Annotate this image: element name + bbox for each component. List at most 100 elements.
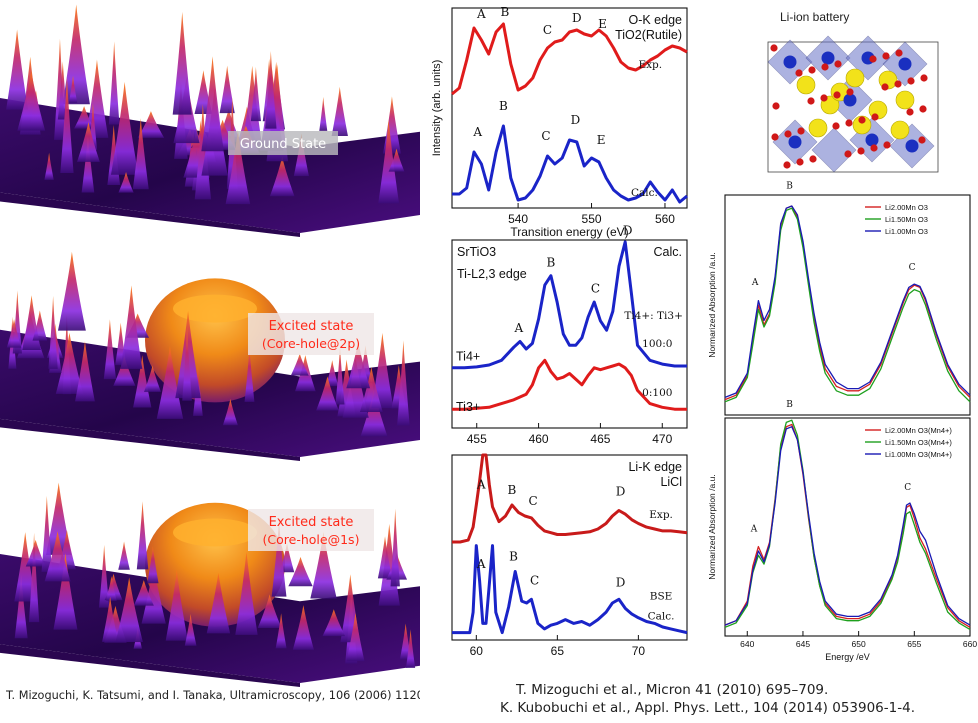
surface-peak — [346, 341, 371, 389]
oxygen-atom — [784, 130, 792, 138]
oxygen-atom — [858, 116, 866, 124]
oxygen-atom — [845, 119, 853, 127]
surface-peak — [77, 122, 100, 162]
surface-peak — [225, 130, 251, 205]
oxygen-atom — [920, 74, 928, 82]
peak-label: 0:100 — [642, 387, 672, 399]
peak-label: Exp. — [649, 509, 673, 521]
surface-peak — [156, 346, 184, 419]
manganese-atom — [843, 93, 857, 107]
surface-peak — [290, 353, 309, 376]
x-tick-label: 655 — [907, 639, 921, 649]
series-line — [451, 22, 688, 96]
y-axis-label: Normarized Absorption /a.u. — [707, 252, 717, 357]
surface-side — [0, 418, 300, 461]
series-line — [724, 205, 971, 399]
oxygen-atom — [869, 55, 877, 63]
oxygen-atom — [809, 155, 817, 163]
legend: Li2.00Mn O3(Mn4+) Li1.50Mn O3(Mn4+) Li1.00… — [865, 426, 952, 459]
plot-frame — [724, 417, 971, 637]
surface-peak — [14, 532, 37, 602]
series-line — [724, 419, 971, 631]
manganese-atom — [898, 57, 912, 71]
surface-peak — [14, 574, 28, 639]
surface-peak — [85, 59, 109, 138]
surface-peak — [219, 65, 235, 114]
surface-peak — [397, 340, 410, 426]
li-ion-battery-structure — [767, 35, 939, 173]
peak-label: E — [597, 133, 606, 147]
series-line — [452, 124, 688, 204]
surface-peak — [44, 152, 54, 180]
surface-peak — [184, 614, 197, 646]
manganese-atom — [783, 55, 797, 69]
peak-label: A — [751, 278, 759, 288]
oxygen-atom — [906, 108, 914, 116]
legend-entry: Li1.50Mn O3(Mn4+) — [885, 438, 952, 447]
state-label-box — [228, 131, 338, 155]
surface-peak — [133, 580, 154, 606]
surface-peak — [390, 508, 400, 587]
chart-subtitle: LiCl — [660, 475, 682, 489]
peak-label: B — [509, 549, 518, 563]
oxygen-atom — [795, 69, 803, 77]
x-tick-label: 470 — [652, 432, 672, 446]
peak-label: D — [616, 485, 626, 499]
surface-peak — [147, 546, 159, 584]
chart-title: O-K edge — [628, 13, 682, 27]
oxygen-atom — [771, 133, 779, 141]
surface-peak — [359, 366, 383, 412]
series-line — [724, 426, 971, 626]
surface-peak — [60, 76, 74, 173]
surface-peak — [292, 605, 314, 650]
chart-title: Li-K edge — [628, 460, 682, 474]
peak-label: D — [572, 11, 582, 25]
surface-peak — [108, 41, 120, 125]
oxygen-atom — [783, 161, 791, 169]
oxygen-atom — [846, 88, 854, 96]
series-line — [452, 240, 687, 370]
surface-peak — [288, 556, 313, 587]
legend: Li2.00Mn O3 Li1.50Mn O3 Li1.00Mn O3 — [865, 203, 928, 236]
x-tick-label: 60 — [470, 644, 484, 658]
surface-panel: Excited state (Core-hole@1s) — [0, 482, 420, 687]
state-label-sub: (Core-hole@1s) — [263, 532, 360, 547]
peak-label: E — [598, 17, 607, 31]
legend-entry: Li1.50Mn O3 — [885, 215, 928, 224]
surface-peak — [172, 11, 192, 115]
oxygen-atom — [883, 141, 891, 149]
surface-peak — [132, 118, 149, 190]
surface-peak — [118, 541, 130, 570]
peak-label: C — [543, 23, 552, 37]
oxygen-atom — [895, 49, 903, 57]
peak-label: C — [528, 494, 537, 508]
oxygen-atom — [881, 83, 889, 91]
chart-ti-l23: 455 460 465 470 A B C D Ti4+: Ti3+ 100:0 0:100 SrTi… — [451, 223, 688, 446]
oxygen-atom — [797, 127, 805, 135]
manganese-atom — [821, 51, 835, 65]
peak-label: A — [750, 524, 758, 534]
oxygen-atom — [770, 44, 778, 52]
unit-cell-frame — [767, 41, 939, 173]
series-line — [452, 358, 687, 411]
legend-entry: Li1.00Mn O3(Mn4+) — [885, 450, 952, 459]
surface-peak — [136, 501, 149, 570]
surface-peak — [322, 609, 346, 637]
oxygen-atom — [832, 122, 840, 130]
surface-peak — [98, 544, 110, 608]
surface-peak — [6, 319, 22, 348]
surface-panel: Ground State — [0, 4, 420, 237]
surface-peak — [57, 251, 86, 331]
chart-limno-bottom: 640 645 650 655 660 A B C Energy /eV Normarized A… — [707, 400, 977, 662]
x-tick-label: 70 — [632, 644, 646, 658]
state-label: Excited state — [269, 515, 354, 530]
core-hole-rim — [173, 518, 257, 547]
oxygen-atom — [807, 97, 815, 105]
surface-peak — [335, 346, 345, 405]
surface-peak — [118, 172, 134, 193]
oxygen-atom — [808, 66, 816, 74]
surface-peak — [17, 70, 46, 131]
